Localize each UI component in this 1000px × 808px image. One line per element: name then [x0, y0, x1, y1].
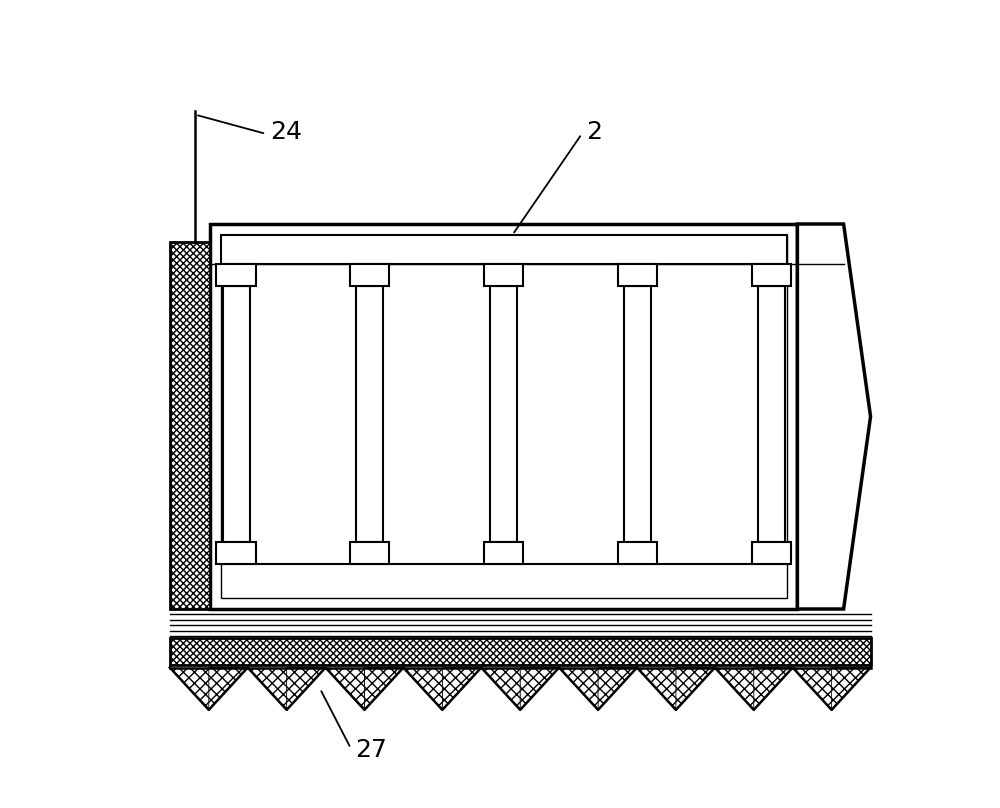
- Bar: [752, 542, 791, 564]
- Polygon shape: [559, 667, 598, 710]
- Bar: [216, 542, 256, 564]
- Bar: [484, 264, 523, 285]
- Bar: [170, 242, 210, 609]
- Bar: [490, 285, 517, 542]
- Bar: [221, 235, 787, 598]
- Bar: [356, 285, 383, 542]
- Polygon shape: [326, 667, 364, 710]
- Bar: [350, 264, 389, 285]
- Polygon shape: [832, 667, 871, 710]
- Bar: [223, 285, 250, 542]
- Bar: [484, 542, 523, 564]
- Text: 24: 24: [270, 120, 302, 145]
- Polygon shape: [170, 667, 209, 710]
- Polygon shape: [715, 667, 754, 710]
- Bar: [210, 224, 797, 609]
- Polygon shape: [520, 667, 559, 710]
- Bar: [752, 264, 791, 285]
- Polygon shape: [481, 667, 520, 710]
- Bar: [618, 542, 657, 564]
- Polygon shape: [598, 667, 637, 710]
- Bar: [758, 285, 785, 542]
- Bar: [618, 264, 657, 285]
- Polygon shape: [209, 667, 248, 710]
- Polygon shape: [364, 667, 403, 710]
- Bar: [350, 542, 389, 564]
- Polygon shape: [637, 667, 676, 710]
- Polygon shape: [793, 667, 832, 710]
- Polygon shape: [797, 224, 871, 609]
- Polygon shape: [248, 667, 287, 710]
- Text: 2: 2: [586, 120, 602, 145]
- Bar: [170, 638, 871, 665]
- Polygon shape: [754, 667, 793, 710]
- Bar: [624, 285, 651, 542]
- Polygon shape: [287, 667, 326, 710]
- Text: 27: 27: [355, 738, 387, 762]
- Polygon shape: [403, 667, 442, 710]
- Bar: [216, 264, 256, 285]
- Polygon shape: [442, 667, 481, 710]
- Polygon shape: [676, 667, 715, 710]
- Bar: [221, 235, 787, 264]
